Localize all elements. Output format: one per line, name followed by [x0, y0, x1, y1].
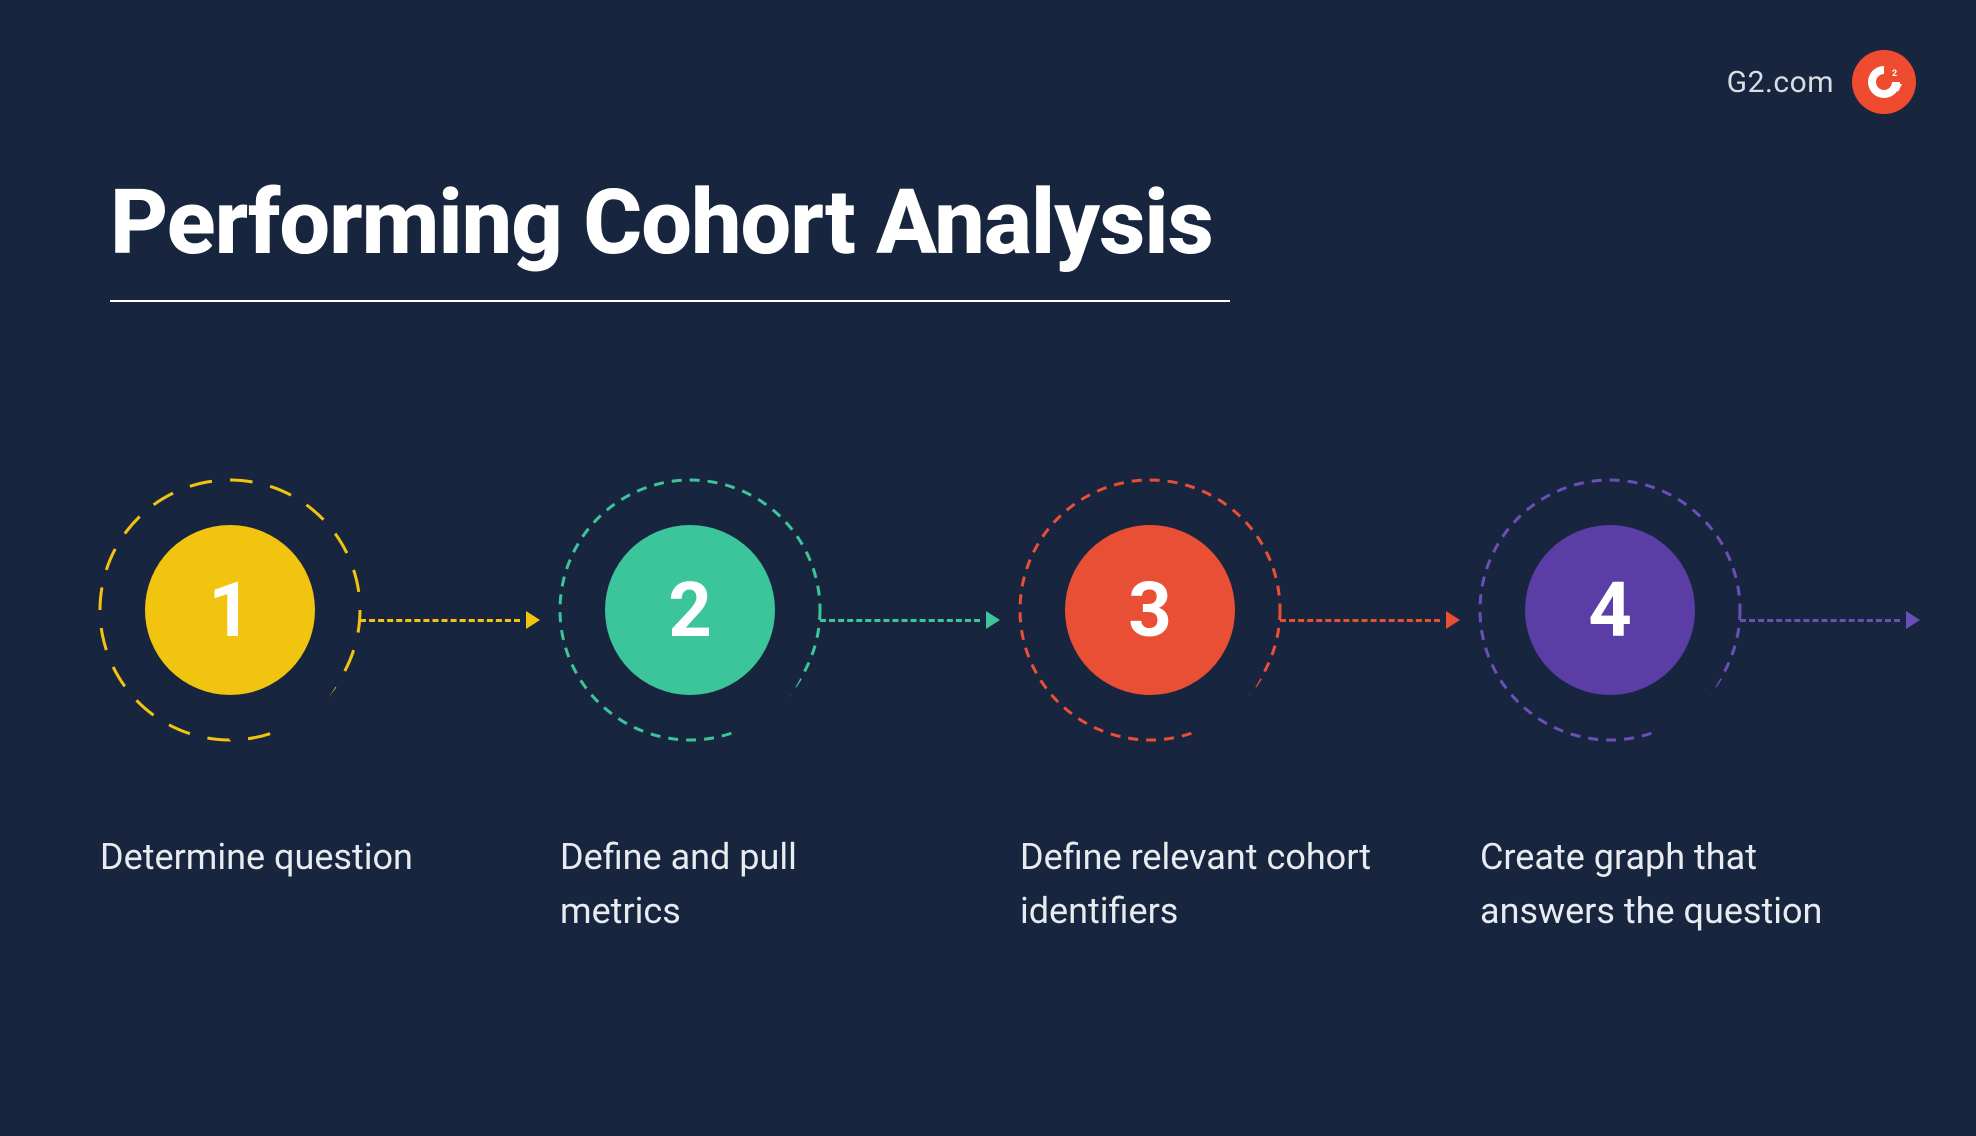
step-4-number: 4 [1588, 565, 1632, 655]
step-2-circle: 2 [605, 525, 775, 695]
step-2-number: 2 [668, 565, 712, 655]
connector-4-line [1740, 619, 1900, 622]
step-2-caption: Define and pull metrics [540, 830, 920, 938]
connector-4-arrow-icon [1906, 611, 1920, 629]
connector-2 [820, 610, 1000, 630]
infographic-canvas: G2.com 2 Performing Cohort Analysis 1 [0, 0, 1976, 1136]
connector-3-arrow-icon [1446, 611, 1460, 629]
title-underline [110, 300, 1230, 302]
step-3: 3 Define relevant cohort identifiers [1000, 460, 1460, 938]
brand-text: G2.com [1727, 65, 1834, 100]
step-2: 2 Define and pull metrics [540, 460, 1000, 938]
steps-row: 1 Determine question 2 [0, 460, 1976, 938]
step-3-circle: 3 [1065, 525, 1235, 695]
g2-glyph-icon: 2 [1864, 62, 1904, 102]
step-1-caption: Determine question [80, 830, 460, 884]
brand-block: G2.com 2 [1727, 50, 1916, 114]
step-1-number: 1 [208, 565, 252, 655]
connector-1-line [360, 619, 520, 622]
step-3-number: 3 [1128, 565, 1172, 655]
connector-3 [1280, 610, 1460, 630]
connector-3-line [1280, 619, 1440, 622]
step-4: 4 Create graph that answers the question [1460, 460, 1920, 938]
connector-4 [1740, 610, 1920, 630]
step-1-node: 1 [80, 460, 380, 760]
connector-2-line [820, 619, 980, 622]
step-3-caption: Define relevant cohort identifiers [1000, 830, 1380, 938]
step-1-circle: 1 [145, 525, 315, 695]
step-4-caption: Create graph that answers the question [1460, 830, 1840, 938]
step-4-circle: 4 [1525, 525, 1695, 695]
step-2-node: 2 [540, 460, 840, 760]
connector-1 [360, 610, 540, 630]
step-3-node: 3 [1000, 460, 1300, 760]
connector-1-arrow-icon [526, 611, 540, 629]
brand-logo-icon: 2 [1852, 50, 1916, 114]
step-4-node: 4 [1460, 460, 1760, 760]
svg-text:2: 2 [1892, 69, 1897, 79]
connector-2-arrow-icon [986, 611, 1000, 629]
page-title: Performing Cohort Analysis [110, 170, 1213, 275]
step-1: 1 Determine question [80, 460, 540, 938]
